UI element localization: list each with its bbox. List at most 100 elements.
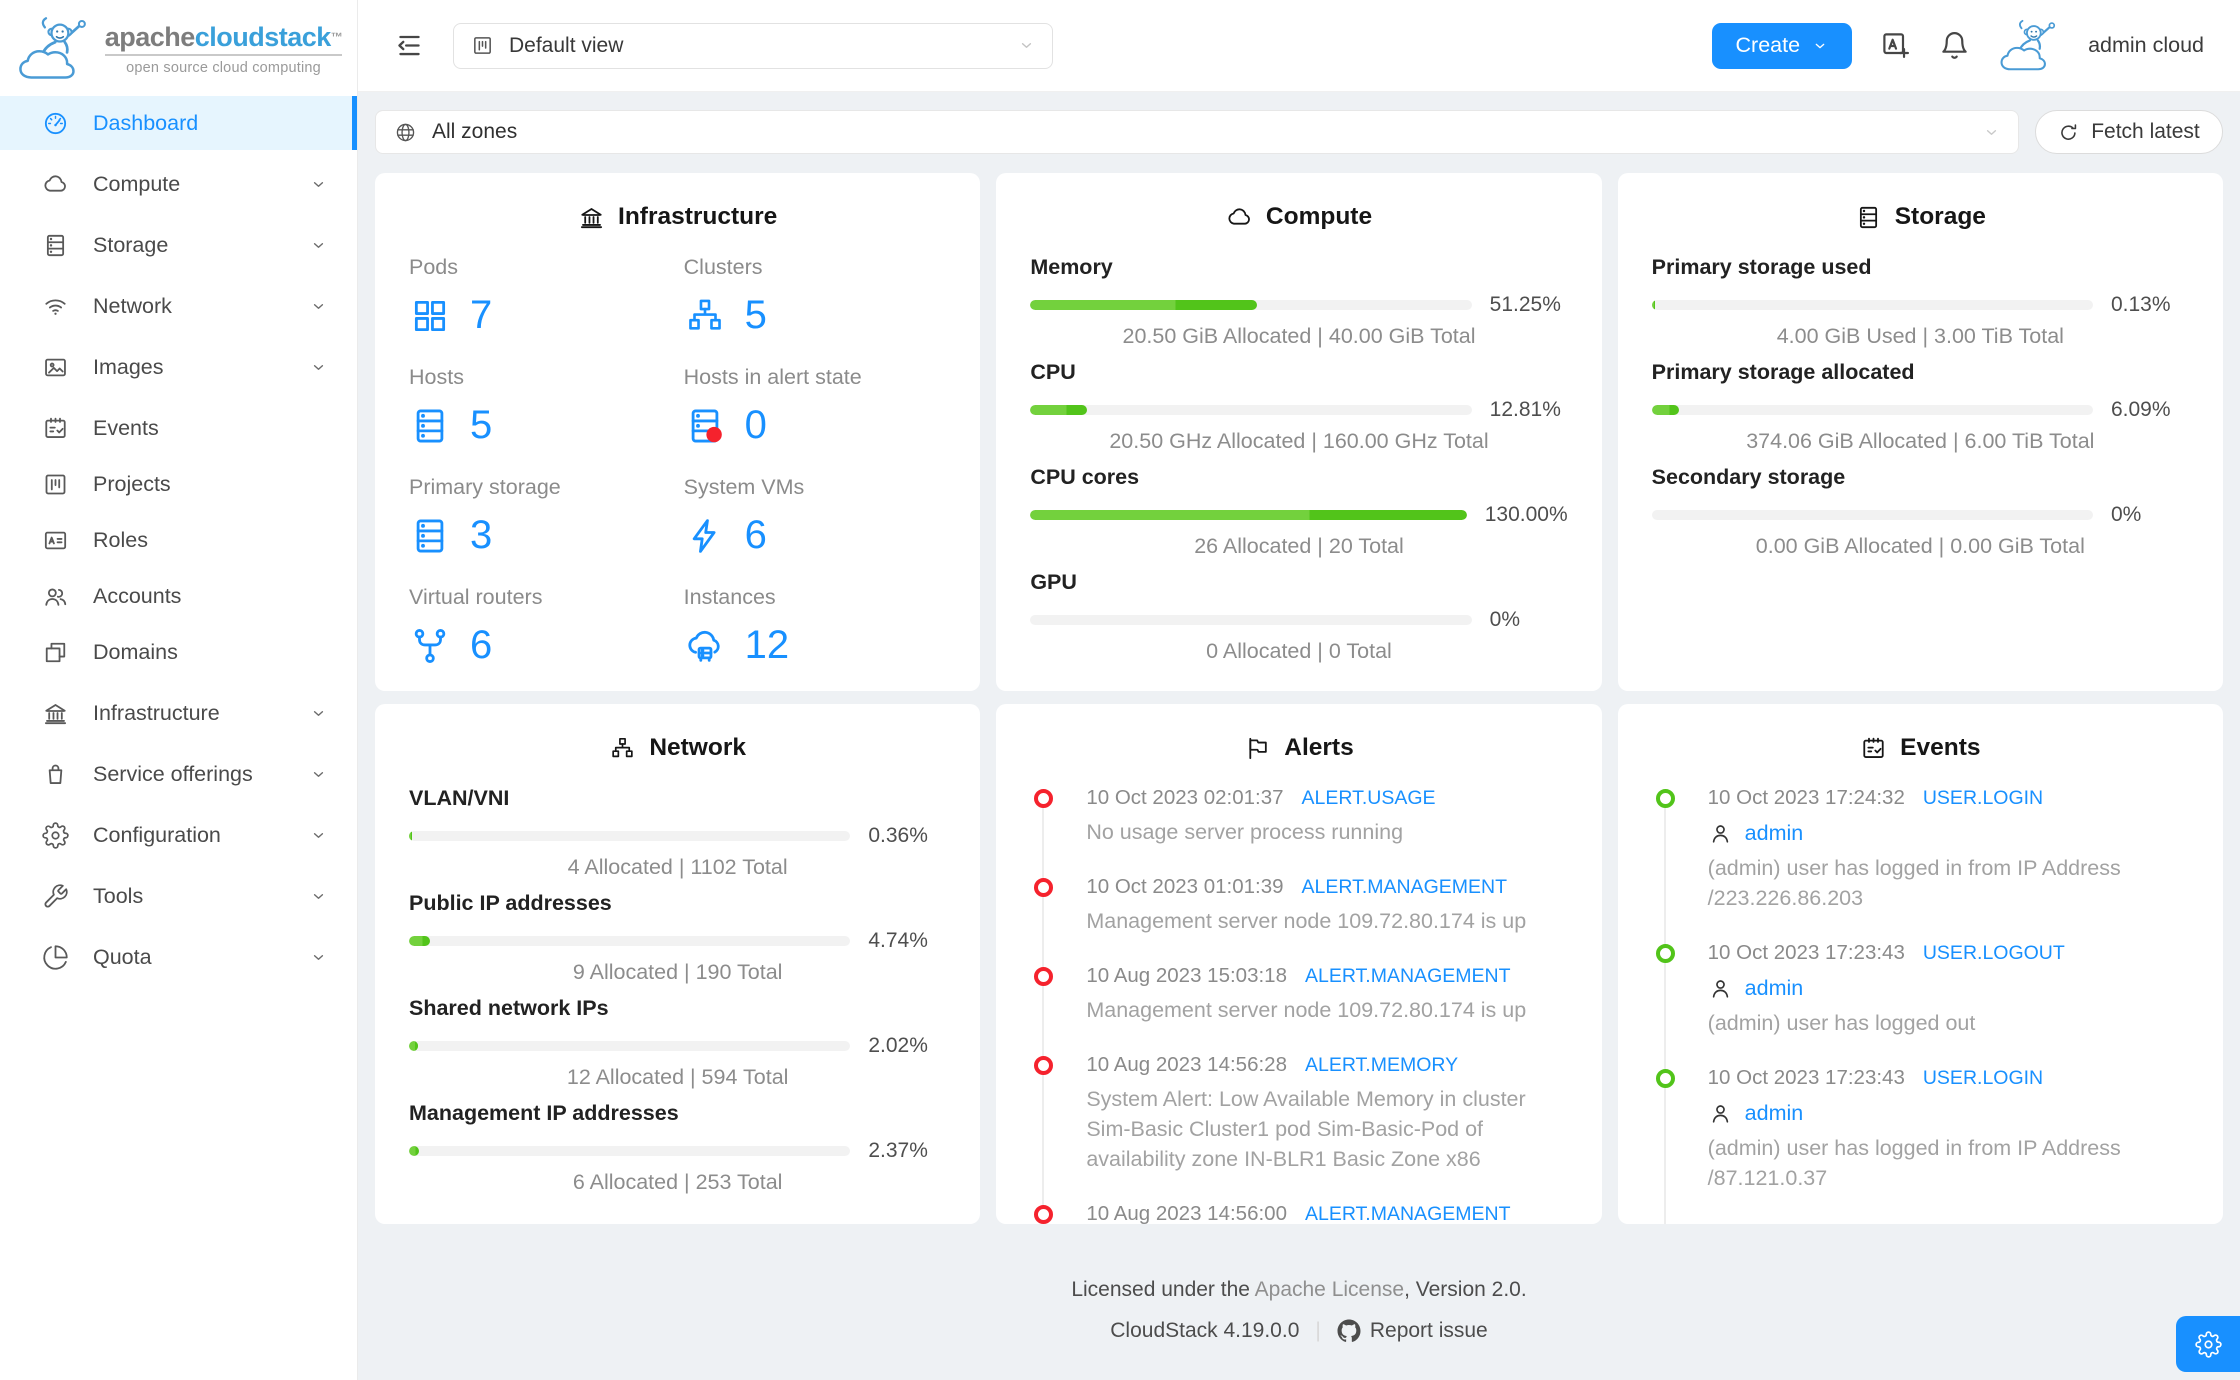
- cluster-icon: [684, 295, 726, 337]
- cloud-server-icon: [684, 625, 726, 667]
- stat-label: Virtual routers: [409, 585, 543, 609]
- timeline-dot: [1034, 1056, 1054, 1075]
- event-type-link[interactable]: ALERT.MANAGEMENT: [1304, 965, 1511, 987]
- sidebar-item-projects[interactable]: Projects: [0, 457, 357, 511]
- user-link[interactable]: admin: [1744, 1101, 1804, 1125]
- sidebar-fold-icon[interactable]: [394, 30, 425, 61]
- sidebar-item-label: Tools: [93, 883, 144, 908]
- alerts-timeline: 10 Oct 2023 02:01:37 ALERT.USAGE No usag…: [1034, 786, 1567, 1224]
- alerts-card-title: Alerts: [1030, 734, 1567, 762]
- calendar-check-icon: [1860, 735, 1887, 762]
- user-avatar[interactable]: [1998, 19, 2060, 73]
- infrastructure-card: Infrastructure Pods 7 Clusters 5 Hosts 5…: [375, 173, 981, 691]
- event-type-link[interactable]: USER.LOGIN: [1922, 1067, 2044, 1089]
- user-link[interactable]: admin: [1744, 976, 1804, 1000]
- event-type-link[interactable]: USER.LOGIN: [1922, 787, 2044, 809]
- sidebar: apachecloudstack™ open source cloud comp…: [0, 0, 358, 1380]
- create-button[interactable]: Create: [1711, 22, 1853, 69]
- sidebar-item-quota[interactable]: Quota: [0, 930, 357, 984]
- stat-pods: Pods 7: [409, 255, 672, 338]
- metric-caption: 0 Allocated | 0 Total: [1206, 639, 1392, 663]
- stat-value[interactable]: 6: [744, 513, 767, 557]
- create-button-label: Create: [1735, 33, 1801, 57]
- stat-value[interactable]: 6: [470, 623, 493, 667]
- timestamp: 10 Aug 2023 14:56:00: [1086, 1202, 1287, 1224]
- fetch-latest-button[interactable]: Fetch latest: [2035, 110, 2223, 154]
- dashboard-grid: Infrastructure Pods 7 Clusters 5 Hosts 5…: [375, 173, 2223, 1224]
- event-type-link[interactable]: ALERT.MANAGEMENT: [1301, 876, 1508, 898]
- stat-value[interactable]: 7: [470, 293, 493, 337]
- progress-bar: [1030, 510, 1467, 520]
- stat-value[interactable]: 3: [470, 513, 493, 557]
- sidebar-item-infrastructure[interactable]: Infrastructure: [0, 686, 357, 740]
- event-type-link[interactable]: ALERT.MANAGEMENT: [1304, 1203, 1511, 1224]
- sidebar-item-dashboard[interactable]: Dashboard: [0, 96, 357, 150]
- timeline-item: 10 Aug 2023 14:56:28 ALERT.MEMORY System…: [1034, 1053, 1567, 1174]
- sidebar-item-tools[interactable]: Tools: [0, 869, 357, 923]
- settings-floating-button[interactable]: [2176, 1316, 2240, 1372]
- progress-bar: [409, 936, 851, 946]
- stat-clusters: Clusters 5: [684, 255, 947, 338]
- translation-icon[interactable]: [1880, 30, 1911, 61]
- sidebar-item-label: Domains: [93, 639, 178, 664]
- stat-value[interactable]: 5: [744, 293, 767, 337]
- metric-shared-network-ips: Shared network IPs 2.02% 12 Allocated | …: [409, 996, 946, 1090]
- sidebar-item-service-offerings[interactable]: Service offerings: [0, 747, 357, 801]
- sidebar-item-roles[interactable]: Roles: [0, 513, 357, 567]
- metric-label: VLAN/VNI: [409, 786, 510, 810]
- event-type-link[interactable]: ALERT.MEMORY: [1304, 1054, 1459, 1076]
- progress-fill: [409, 936, 430, 946]
- sidebar-menu: Dashboard Compute Storage Network Images…: [0, 96, 357, 984]
- timeline-item: 10 Aug 2023 15:03:18 ALERT.MANAGEMENT Ma…: [1034, 964, 1567, 1025]
- sidebar-item-storage[interactable]: Storage: [0, 218, 357, 272]
- sidebar-item-accounts[interactable]: Accounts: [0, 569, 357, 623]
- report-issue-link[interactable]: Report issue: [1369, 1319, 1488, 1342]
- sidebar-item-configuration[interactable]: Configuration: [0, 808, 357, 862]
- timeline-item: 10 Oct 2023 17:23:43 USER.LOGOUT admin (…: [1655, 941, 2189, 1038]
- stat-hosts-in-alert-state: Hosts in alert state 0: [684, 365, 947, 448]
- event-type-link[interactable]: ALERT.USAGE: [1301, 787, 1436, 809]
- brand-wordmark: apachecloudstack™ open source cloud comp…: [104, 23, 343, 76]
- top-bar: Default view Create admin cloud: [358, 0, 2240, 92]
- metric-management-ip-addresses: Management IP addresses 2.37% 6 Allocate…: [409, 1101, 946, 1195]
- progress-bar: [409, 1041, 851, 1051]
- sidebar-item-events[interactable]: Events: [0, 401, 357, 455]
- user-link[interactable]: admin: [1744, 821, 1804, 845]
- metric-caption: 20.50 GHz Allocated | 160.00 GHz Total: [1109, 429, 1489, 453]
- stat-value[interactable]: 12: [744, 623, 790, 667]
- notification-bell-icon[interactable]: [1939, 30, 1970, 61]
- stat-virtual-routers: Virtual routers 6: [409, 585, 672, 668]
- progress-fill: [1030, 510, 1467, 520]
- user-name[interactable]: admin cloud: [2088, 33, 2204, 57]
- database-icon: [409, 405, 451, 447]
- metric-percent: 4.74%: [868, 929, 928, 952]
- view-selector[interactable]: Default view: [453, 22, 1053, 69]
- stat-instances: Instances 12: [684, 585, 947, 668]
- chevron-down-icon: [1812, 38, 1828, 54]
- sidebar-item-network[interactable]: Network: [0, 279, 357, 333]
- event-description: (admin) user has logged in from IP Addre…: [1707, 856, 2121, 910]
- apache-license-link[interactable]: Apache License: [1254, 1278, 1405, 1301]
- progress-bar: [1030, 405, 1472, 415]
- project-icon: [42, 471, 69, 498]
- progress-bar: [1030, 300, 1472, 310]
- tool-icon: [42, 883, 69, 910]
- stat-value[interactable]: 0: [744, 403, 767, 447]
- sidebar-item-label: Dashboard: [93, 110, 199, 135]
- timestamp: 10 Oct 2023 01:01:39: [1086, 875, 1284, 898]
- progress-fill: [1651, 405, 1679, 415]
- stat-value[interactable]: 5: [470, 403, 493, 447]
- event-type-link[interactable]: USER.LOGOUT: [1922, 942, 2065, 964]
- metric-gpu: GPU 0% 0 Allocated | 0 Total: [1030, 570, 1567, 664]
- setting-icon: [42, 821, 69, 849]
- sidebar-item-compute[interactable]: Compute: [0, 157, 357, 211]
- sidebar-item-images[interactable]: Images: [0, 340, 357, 394]
- event-type-link[interactable]: USER.LOGOUT: [1923, 1222, 2065, 1224]
- zone-selector[interactable]: All zones: [375, 110, 2019, 154]
- metric-label: GPU: [1030, 570, 1077, 594]
- view-selector-value: Default view: [509, 33, 624, 57]
- events-card: Events 10 Oct 2023 17:24:32 USER.LOGIN a…: [1617, 704, 2223, 1224]
- chevron-down-icon: [1018, 37, 1035, 54]
- sidebar-item-domains[interactable]: Domains: [0, 625, 357, 679]
- stat-hosts: Hosts 5: [409, 365, 672, 448]
